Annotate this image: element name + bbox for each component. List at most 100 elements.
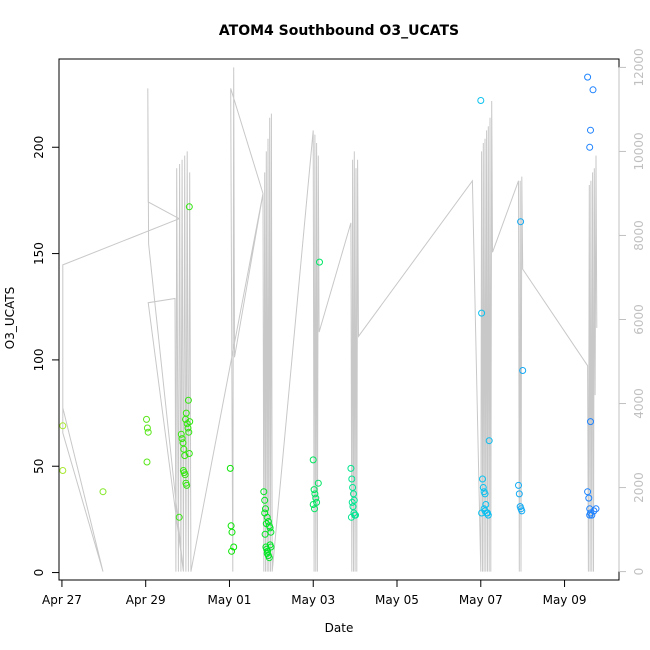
data-point (518, 507, 526, 515)
data-point (485, 437, 493, 445)
data-point (183, 481, 191, 489)
x-tick-label: Apr 29 (126, 593, 166, 607)
data-point (585, 494, 593, 502)
y2-tick-label: 0 (632, 568, 646, 576)
data-point (348, 498, 356, 506)
data-point (182, 409, 190, 417)
right-axis-line (62, 67, 598, 572)
data-point (260, 488, 268, 496)
chart-title: ATOM4 Southbound O3_UCATS (219, 23, 459, 39)
y-tick-label: 150 (32, 242, 46, 265)
data-point (59, 467, 67, 474)
data-point (179, 467, 187, 474)
x-tick-label: Apr 27 (42, 593, 82, 607)
data-point (311, 505, 318, 513)
data-point (592, 505, 600, 513)
data-point (588, 511, 596, 519)
data-point (311, 490, 319, 498)
data-point (586, 143, 594, 151)
data-point (590, 507, 598, 515)
data-point (265, 554, 273, 562)
x-tick-label: May 03 (291, 593, 335, 607)
y2-tick-label: 4000 (632, 388, 646, 419)
y2-tick-label: 2000 (632, 472, 646, 503)
y2-axis: 0 2000 4000 6000 8000 10000 12000 (618, 48, 646, 576)
data-point (352, 511, 359, 519)
data-point (589, 86, 597, 94)
data-point (350, 496, 358, 504)
data-point (263, 549, 271, 557)
y-tick-label: 0 (32, 569, 46, 577)
data-point (584, 73, 592, 81)
y2-tick-label: 6000 (632, 304, 646, 335)
x-tick-label: May 05 (375, 593, 419, 607)
x-axis: Apr 27 Apr 29 May 01 May 03 May 05 May 07 May … (42, 579, 587, 607)
data-point (99, 488, 107, 496)
data-point (144, 428, 152, 436)
data-point (262, 505, 269, 513)
data-point (587, 418, 594, 426)
data-point (314, 479, 322, 487)
data-point (184, 396, 192, 404)
data-point (519, 367, 527, 374)
data-point (309, 456, 317, 464)
data-point (143, 424, 151, 432)
data-point (312, 494, 320, 502)
data-point (309, 501, 317, 508)
x-axis-label: Date (325, 621, 354, 635)
data-point (586, 511, 594, 519)
data-point (175, 513, 183, 521)
data-point (349, 484, 357, 491)
data-point (261, 496, 269, 504)
data-point (310, 486, 318, 494)
data-point (264, 518, 272, 525)
y-tick-label: 50 (32, 459, 46, 474)
point-series (59, 73, 600, 562)
x-tick-label: May 09 (543, 593, 587, 607)
data-point (477, 97, 485, 104)
y-tick-label: 100 (32, 348, 46, 371)
data-point (143, 458, 151, 466)
data-point (181, 471, 189, 479)
data-point (185, 203, 193, 211)
data-point (515, 481, 522, 489)
data-point (484, 511, 492, 519)
data-point (267, 543, 275, 551)
data-point (584, 488, 592, 496)
data-point (479, 475, 486, 483)
data-point (517, 218, 525, 226)
data-point (178, 435, 186, 443)
y-tick-label: 200 (32, 136, 46, 159)
y2-tick-label: 10000 (632, 132, 646, 170)
data-point (185, 450, 193, 457)
data-point (479, 484, 487, 491)
data-point (184, 424, 192, 432)
data-point (261, 530, 269, 538)
data-point (587, 126, 594, 134)
data-point (266, 524, 274, 532)
right-axis-line-series (62, 67, 598, 572)
data-point (478, 509, 486, 517)
data-point (185, 428, 193, 436)
x-tick-label: May 01 (208, 593, 252, 607)
x-tick-label: May 07 (459, 593, 503, 607)
data-point (226, 464, 234, 472)
data-point (348, 475, 356, 483)
y-axis-label: O3_UCATS (3, 287, 17, 349)
data-point (349, 503, 357, 511)
data-point (478, 309, 486, 317)
data-point (515, 490, 523, 498)
data-point (59, 422, 67, 430)
data-point (143, 415, 150, 423)
y2-tick-label: 8000 (632, 220, 646, 251)
data-point (227, 522, 235, 530)
data-point (228, 547, 236, 555)
data-point (228, 528, 236, 536)
data-point (230, 543, 238, 551)
data-point (180, 445, 188, 453)
y2-tick-label: 12000 (632, 48, 646, 86)
data-point (177, 430, 185, 438)
data-point (186, 418, 194, 426)
